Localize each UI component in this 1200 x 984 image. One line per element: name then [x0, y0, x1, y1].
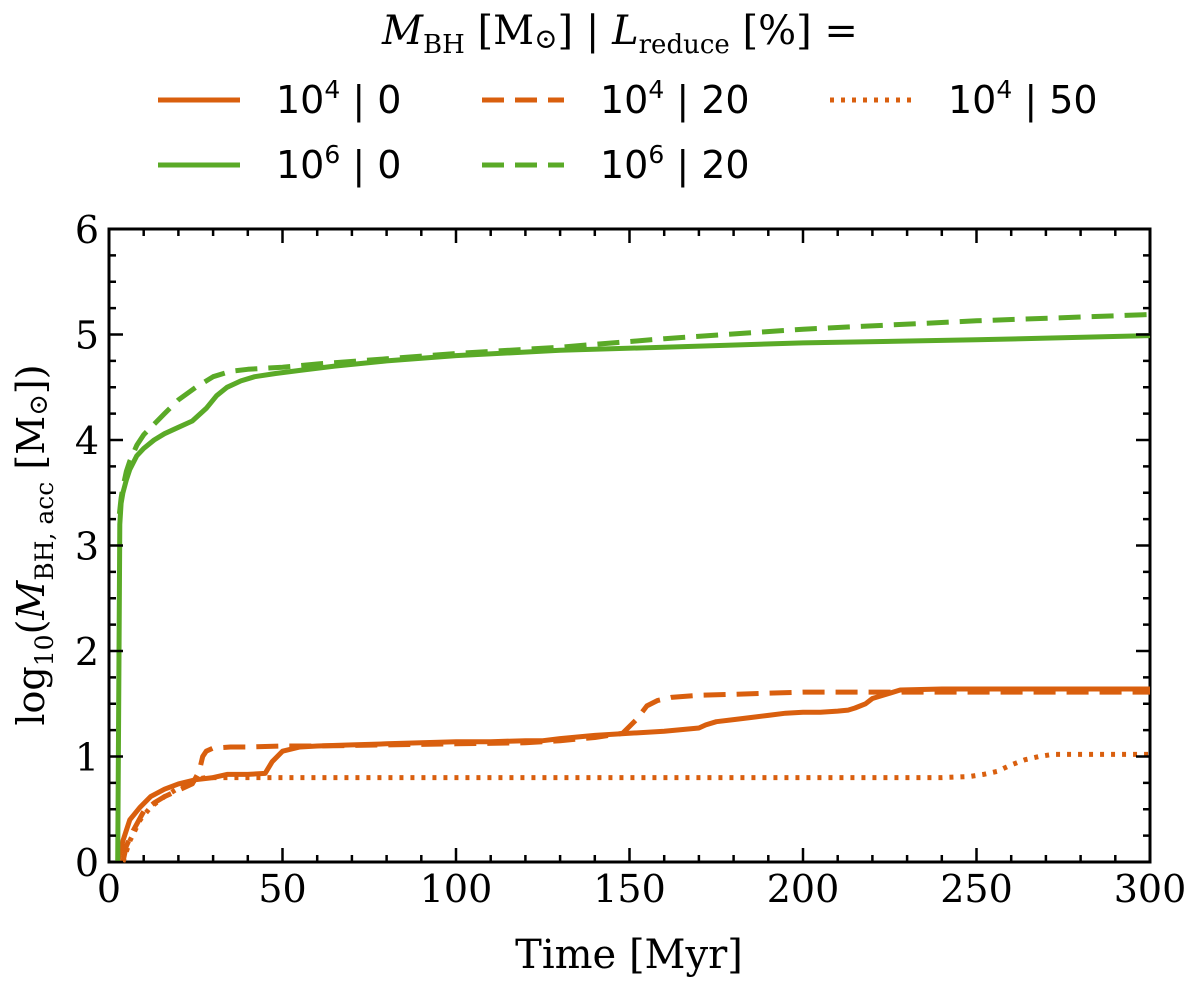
series-line-1	[115, 686, 1150, 863]
legend-label-2: 104 | 20	[600, 75, 750, 123]
series-group	[115, 312, 1151, 863]
y-tick-label: 6	[75, 208, 99, 252]
x-axis-label: Time [Myr]	[515, 932, 743, 978]
legend-title: MBH [M⊙] | Lreduce [%] =	[381, 8, 858, 60]
legend-label-3: 104 | 50	[948, 75, 1098, 123]
x-tick-label: 0	[97, 867, 121, 911]
legend-label-5: 106 | 20	[600, 140, 750, 188]
y-tick-label: 3	[75, 525, 99, 569]
x-tick-label: 150	[593, 867, 666, 911]
series-line-5	[116, 312, 1151, 515]
y-tick-label: 2	[75, 630, 99, 674]
plot-area: 0 50 100 150 200 250 300 0 1 2 3 4 5 6	[75, 208, 1186, 911]
series-line-2	[120, 689, 1150, 863]
series-line-3	[120, 751, 1150, 863]
ticks-group: 0 50 100 150 200 250 300 0 1 2 3 4 5 6	[75, 208, 1186, 911]
y-tick-label: 4	[75, 419, 99, 463]
y-tick-label: 1	[75, 736, 99, 780]
legend-label-4: 106 | 0	[276, 140, 401, 188]
x-tick-label: 300	[1114, 867, 1187, 911]
legend: MBH [M⊙] | Lreduce [%] = 104 | 0 104 | 20…	[158, 8, 1098, 188]
y-tick-label: 5	[75, 314, 99, 358]
y-tick-label: 0	[75, 841, 99, 885]
y-axis-label: log10(MBH, acc [M⊙])	[9, 364, 59, 725]
x-tick-label: 250	[940, 867, 1013, 911]
plot-frame	[107, 227, 1152, 864]
x-tick-label: 50	[258, 867, 306, 911]
x-tick-label: 200	[767, 867, 840, 911]
x-tick-label: 100	[420, 867, 493, 911]
series-line-4	[115, 333, 1151, 863]
legend-label-1: 104 | 0	[276, 75, 401, 123]
